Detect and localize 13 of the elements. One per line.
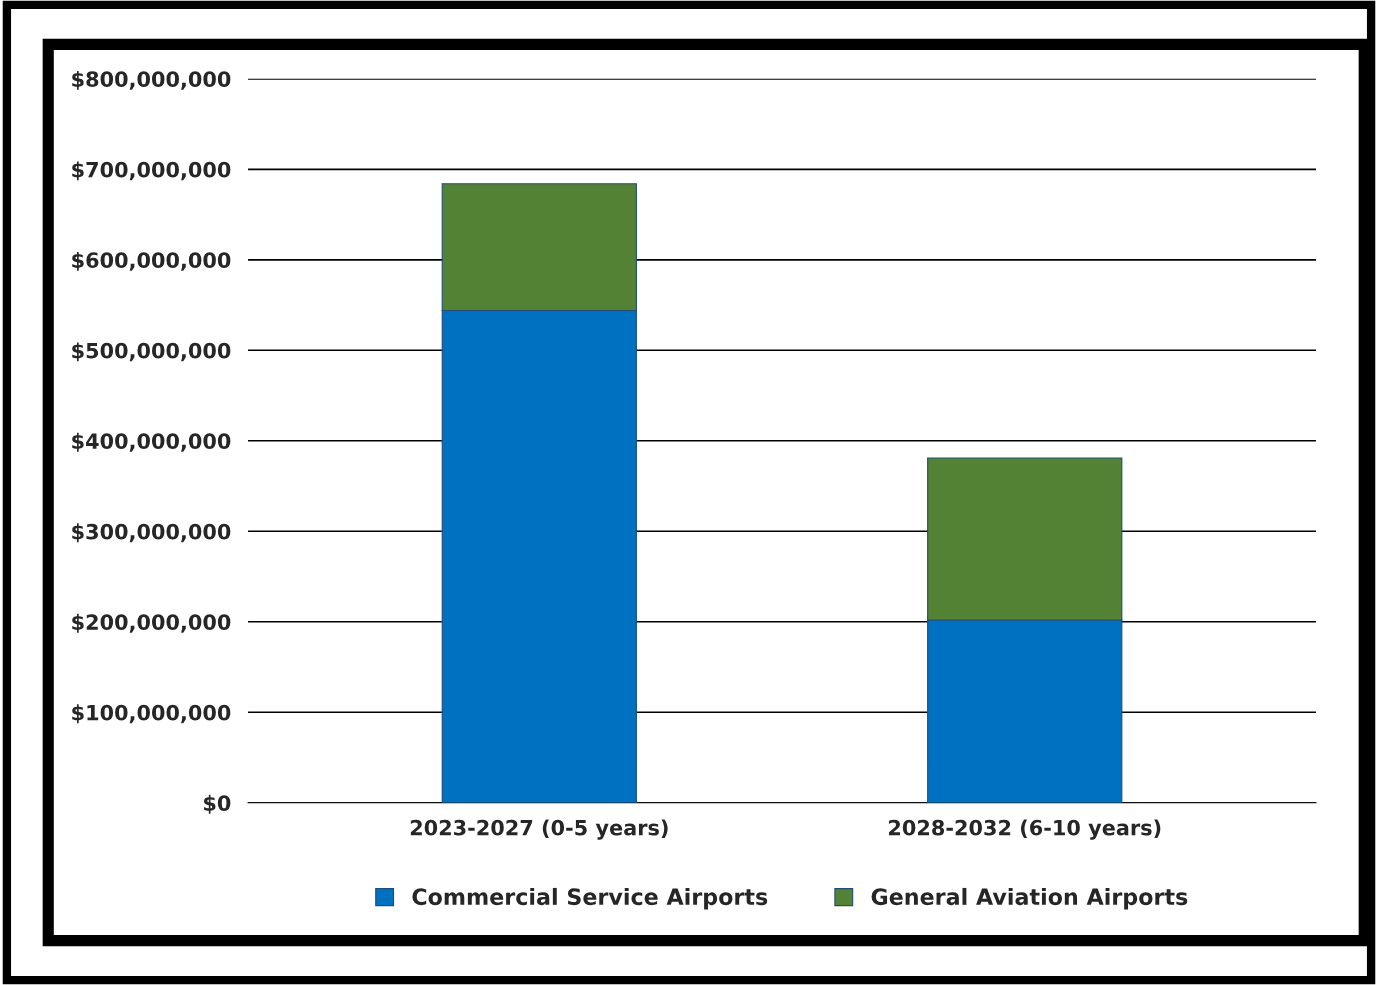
y-tick-label: $0 xyxy=(204,794,231,814)
y-tick-label: $100,000,000 xyxy=(72,704,231,724)
y-tick-label: $500,000,000 xyxy=(72,342,231,362)
x-tick-label: 2023-2027 (0-5 years) xyxy=(410,819,668,840)
x-tick-label: 2028-2032 (6-10 years) xyxy=(889,819,1161,840)
y-tick-label: $800,000,000 xyxy=(72,70,231,90)
legend-label: Commercial Service Airports xyxy=(412,887,768,910)
y-tick-label: $600,000,000 xyxy=(72,251,231,271)
y-tick-label: $200,000,000 xyxy=(72,613,231,633)
y-tick-label: $700,000,000 xyxy=(72,161,231,181)
y-tick-label: $400,000,000 xyxy=(72,432,231,452)
y-tick-label: $300,000,000 xyxy=(72,523,231,543)
legend-label: General Aviation Airports xyxy=(871,887,1188,910)
